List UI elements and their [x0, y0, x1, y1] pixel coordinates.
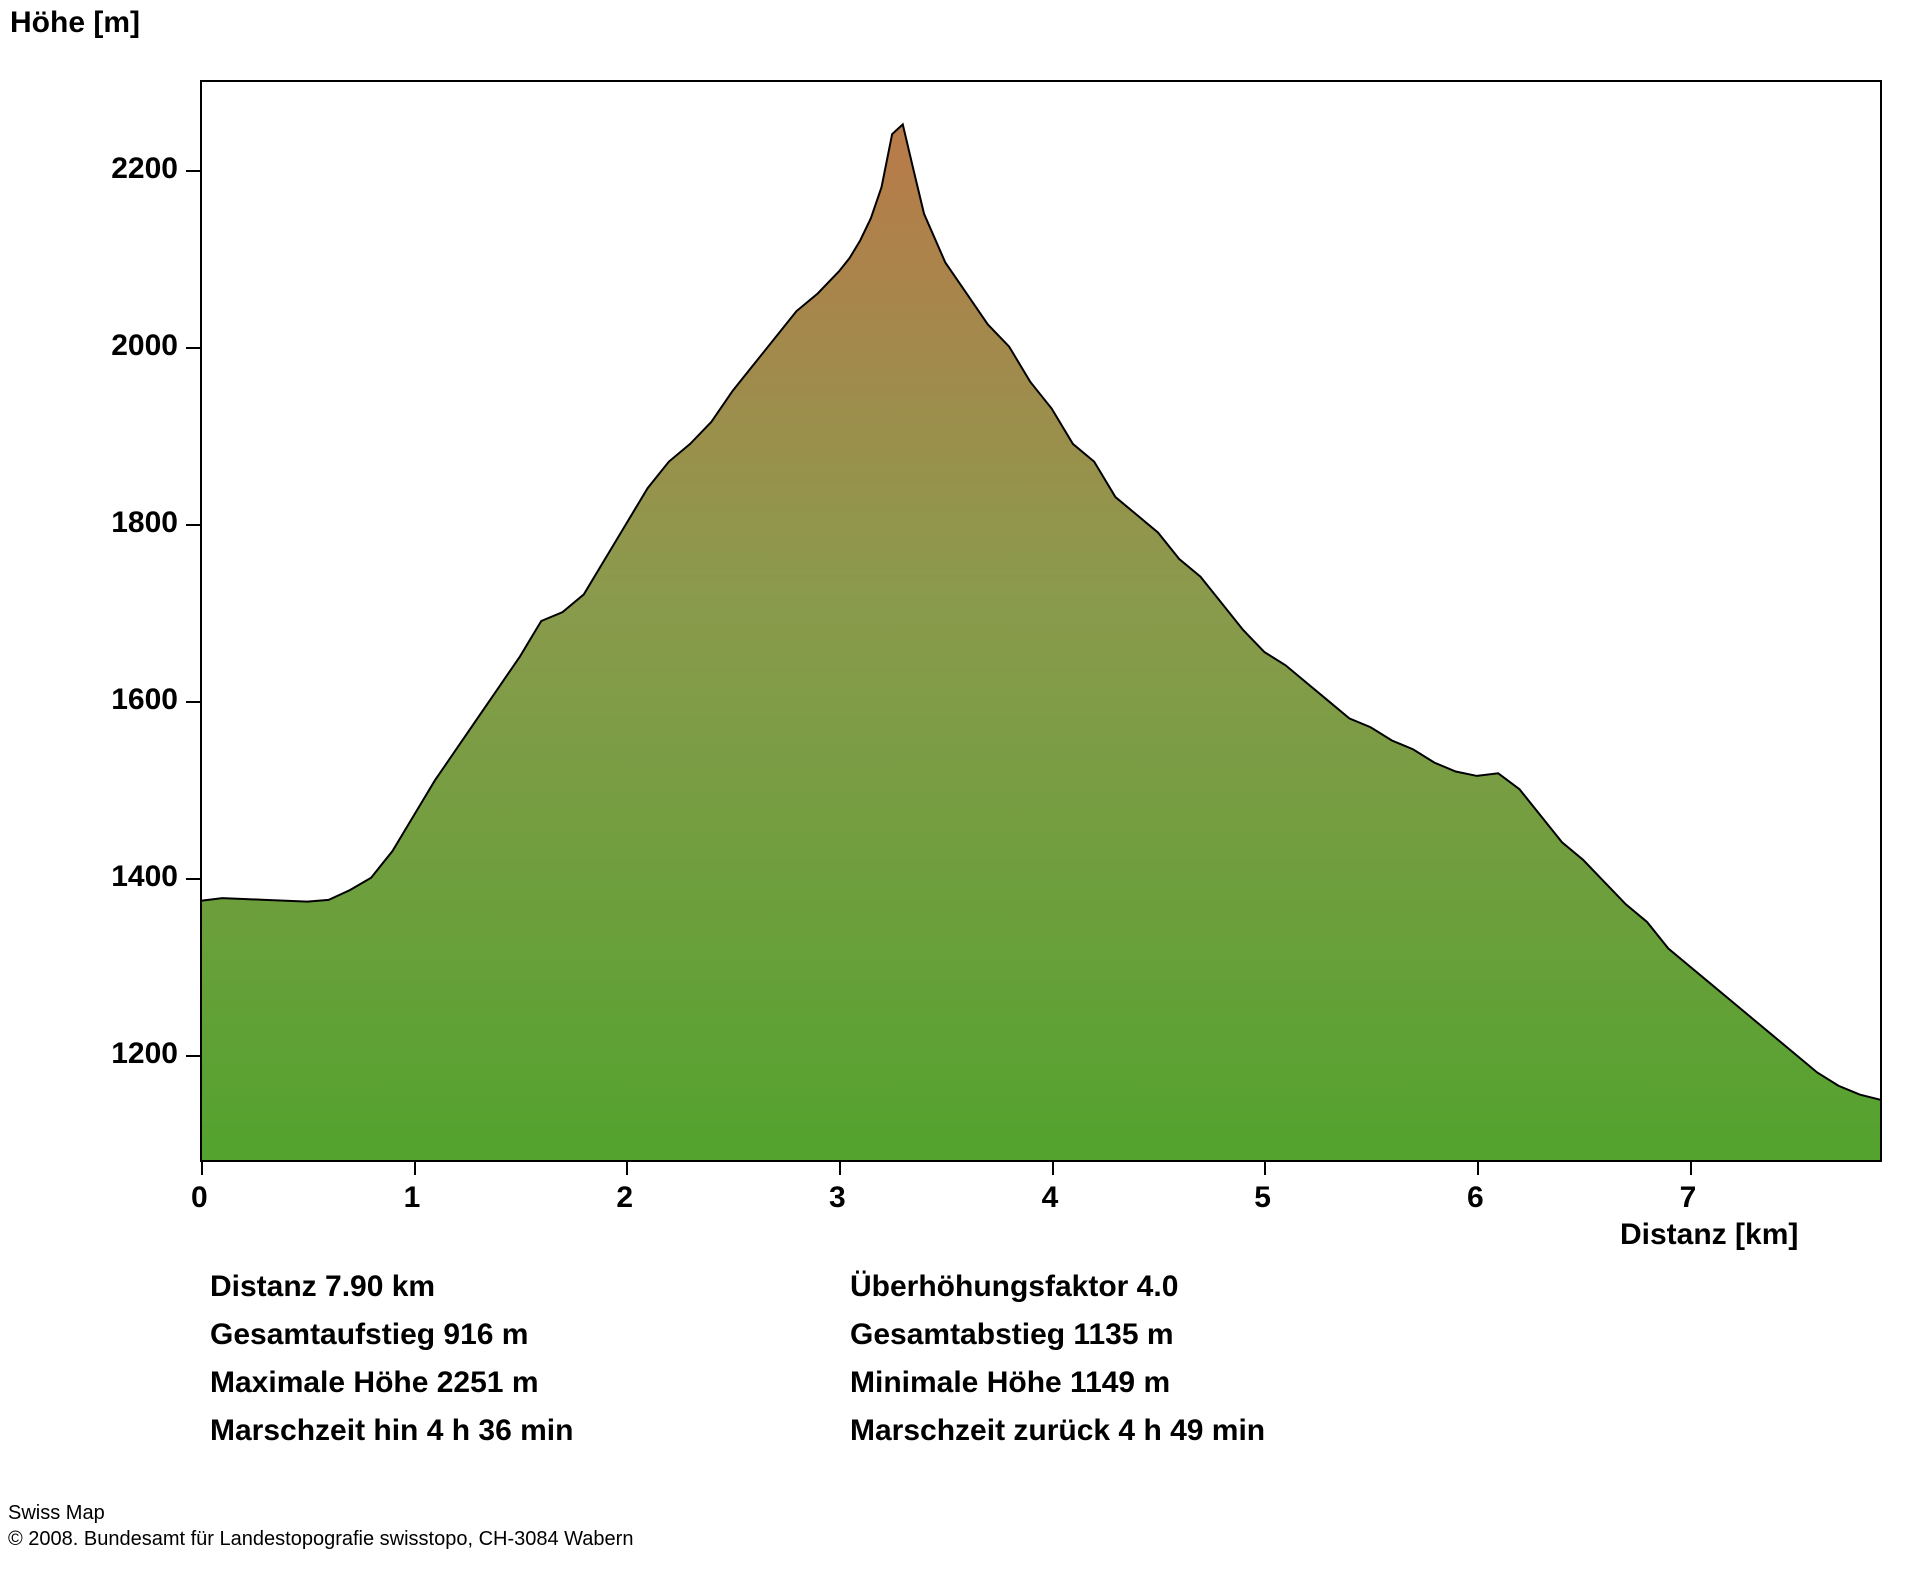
x-axis-title: Distanz [km] — [1620, 1218, 1798, 1252]
x-tick-label: 5 — [1254, 1181, 1271, 1215]
stats-cell-left: Maximale Höhe 2251 m — [210, 1366, 850, 1400]
stats-row: Distanz 7.90 kmÜberhöhungsfaktor 4.0 — [210, 1270, 1550, 1304]
tick-mark — [201, 1161, 203, 1175]
tick-mark — [186, 701, 200, 703]
footer-line1: Swiss Map — [8, 1500, 633, 1526]
page: Höhe [m] Distanz 7.90 kmÜberhöhungsfakto… — [0, 0, 1920, 1572]
tick-mark — [414, 1161, 416, 1175]
stats-row: Marschzeit hin 4 h 36 minMarschzeit zurü… — [210, 1414, 1550, 1448]
stats-cell-right: Minimale Höhe 1149 m — [850, 1366, 1550, 1400]
tick-mark — [1052, 1161, 1054, 1175]
x-tick-label: 2 — [616, 1181, 633, 1215]
tick-mark — [1264, 1161, 1266, 1175]
stats-row: Maximale Höhe 2251 mMinimale Höhe 1149 m — [210, 1366, 1550, 1400]
tick-mark — [626, 1161, 628, 1175]
tick-mark — [186, 524, 200, 526]
tick-mark — [839, 1161, 841, 1175]
x-tick-label: 3 — [829, 1181, 846, 1215]
y-tick-label: 2000 — [111, 329, 178, 363]
tick-mark — [186, 1055, 200, 1057]
stats-cell-right: Marschzeit zurück 4 h 49 min — [850, 1414, 1550, 1448]
footer-line2: © 2008. Bundesamt für Landestopografie s… — [8, 1526, 633, 1552]
stats-cell-right: Überhöhungsfaktor 4.0 — [850, 1270, 1550, 1304]
stats-cell-left: Gesamtaufstieg 916 m — [210, 1318, 850, 1352]
y-tick-label: 1800 — [111, 506, 178, 540]
tick-mark — [186, 347, 200, 349]
x-tick-label: 0 — [191, 1181, 208, 1215]
x-tick-label: 7 — [1680, 1181, 1697, 1215]
y-tick-label: 1600 — [111, 683, 178, 717]
chart-area — [200, 80, 1882, 1167]
stats-cell-left: Marschzeit hin 4 h 36 min — [210, 1414, 850, 1448]
stats-cell-right: Gesamtabstieg 1135 m — [850, 1318, 1550, 1352]
elevation-chart-svg — [200, 80, 1882, 1162]
tick-mark — [1477, 1161, 1479, 1175]
stats-row: Gesamtaufstieg 916 mGesamtabstieg 1135 m — [210, 1318, 1550, 1352]
footer: Swiss Map © 2008. Bundesamt für Landesto… — [8, 1500, 633, 1552]
stats-cell-left: Distanz 7.90 km — [210, 1270, 850, 1304]
y-tick-label: 2200 — [111, 152, 178, 186]
tick-mark — [186, 170, 200, 172]
y-tick-label: 1400 — [111, 860, 178, 894]
x-tick-label: 6 — [1467, 1181, 1484, 1215]
tick-mark — [1690, 1161, 1692, 1175]
tick-mark — [186, 878, 200, 880]
stats-block: Distanz 7.90 kmÜberhöhungsfaktor 4.0Gesa… — [210, 1270, 1550, 1462]
x-tick-label: 4 — [1042, 1181, 1059, 1215]
y-tick-label: 1200 — [111, 1037, 178, 1071]
x-tick-label: 1 — [404, 1181, 421, 1215]
y-axis-title: Höhe [m] — [10, 6, 140, 40]
